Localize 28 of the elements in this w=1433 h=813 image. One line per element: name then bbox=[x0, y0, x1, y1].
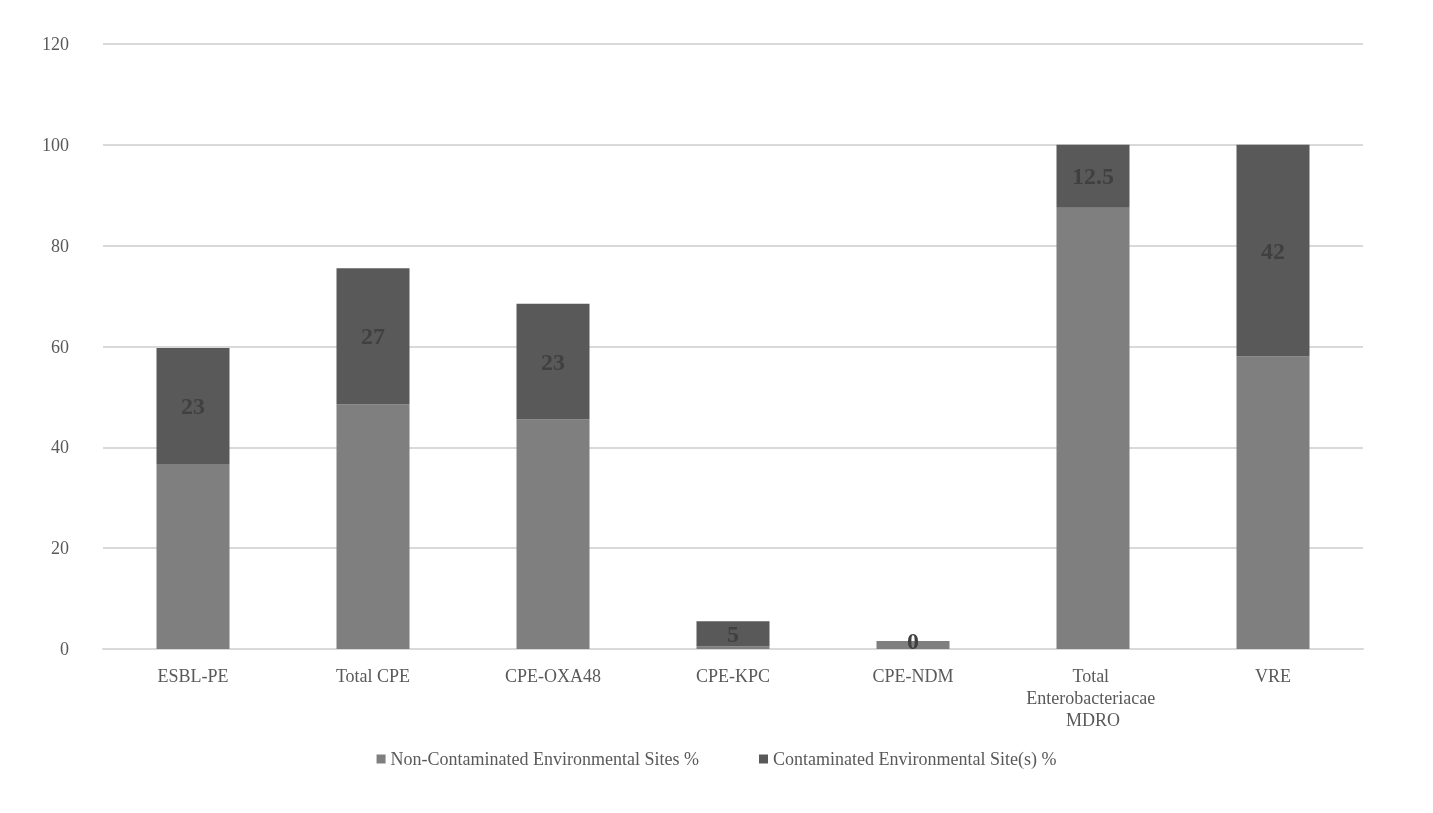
y-tick-label: 20 bbox=[51, 538, 69, 559]
legend-label: Contaminated Environmental Site(s) % bbox=[773, 749, 1057, 770]
bar bbox=[1056, 207, 1130, 649]
x-tick-label: Total Enterobacteriacae MDRO bbox=[1026, 666, 1160, 730]
x-tick-label: VRE bbox=[1255, 666, 1291, 686]
bar bbox=[156, 463, 230, 649]
bar bbox=[1056, 144, 1130, 208]
bar bbox=[696, 621, 770, 647]
bar bbox=[516, 419, 590, 649]
bar bbox=[1236, 356, 1310, 649]
bar bbox=[516, 303, 590, 420]
y-tick-label: 40 bbox=[51, 437, 69, 458]
y-tick-label: 100 bbox=[42, 134, 69, 155]
bar bbox=[336, 268, 410, 405]
x-tick-label: ESBL-PE bbox=[157, 666, 229, 686]
x-tick-label: CPE-KPC bbox=[695, 666, 771, 686]
x-tick-label: CPE-NDM bbox=[872, 666, 954, 686]
legend-label: Non-Contaminated Environmental Sites % bbox=[390, 749, 700, 769]
x-tick-label: Total CPE bbox=[335, 666, 411, 686]
bar bbox=[156, 348, 230, 464]
y-tick-label: 0 bbox=[60, 639, 69, 659]
y-tick-label: 120 bbox=[42, 34, 69, 54]
x-tick-label: CPE-OXA48 bbox=[504, 666, 602, 686]
bar bbox=[336, 404, 410, 649]
y-tick-label: 60 bbox=[51, 336, 69, 357]
bar bbox=[1236, 144, 1310, 357]
y-tick-label: 80 bbox=[51, 235, 69, 256]
bar bbox=[696, 646, 770, 649]
